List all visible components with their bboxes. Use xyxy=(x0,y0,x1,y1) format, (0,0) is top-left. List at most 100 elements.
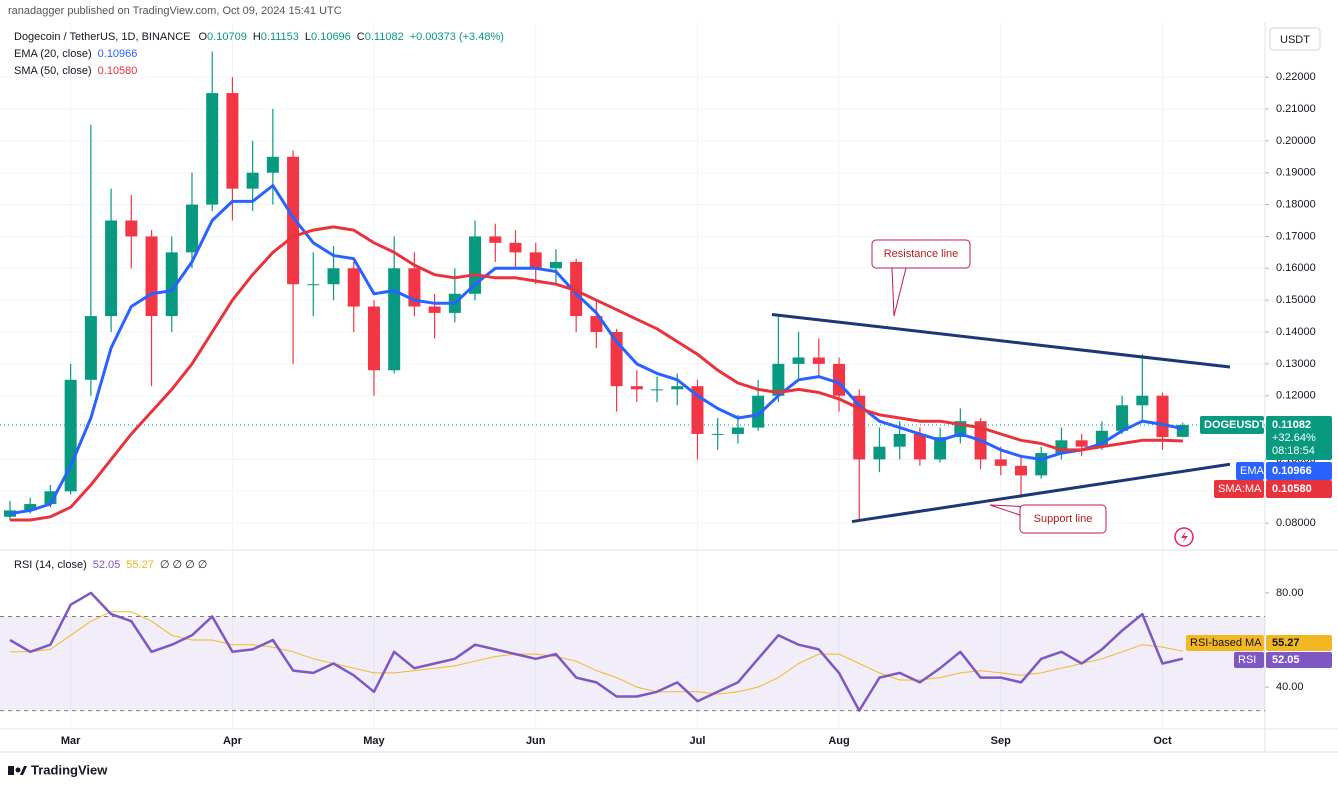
currency-button[interactable] xyxy=(1269,27,1321,51)
candle-body xyxy=(367,306,380,371)
series-tag: RSI-based MA xyxy=(1190,637,1262,649)
x-tick-label: Oct xyxy=(1153,735,1172,747)
candle-body xyxy=(873,446,886,460)
legend-row: EMA (20, close) 0.10966 xyxy=(14,48,137,60)
candle-body xyxy=(651,389,664,391)
legend-title: RSI (14, close) xyxy=(14,559,87,571)
x-tick-label: Jul xyxy=(690,735,706,747)
candle-body xyxy=(1136,395,1149,406)
legend-value: 55.27 xyxy=(126,559,154,571)
ohlc-label: L xyxy=(305,31,311,43)
series-tag-bg xyxy=(1234,652,1264,668)
price-tag: 0.11082 xyxy=(1272,419,1311,431)
y-tick-label: 0.19000 xyxy=(1276,167,1316,179)
y-tick-label: 0.14000 xyxy=(1276,326,1316,338)
candle-body xyxy=(590,316,603,333)
ohlc-value: 0.11082 xyxy=(365,31,404,43)
series-value-tag: 0.10580 xyxy=(1272,483,1312,495)
countdown-tag: 08:18:54 xyxy=(1272,445,1315,457)
series-tag-bg xyxy=(1186,635,1264,651)
ohlc-label: O xyxy=(198,31,207,43)
y-tick-label: 0.12000 xyxy=(1276,390,1316,402)
ohlc-value: 0.10696 xyxy=(311,31,351,43)
candle-body xyxy=(913,433,926,460)
candle-body xyxy=(934,437,947,460)
candle-body xyxy=(489,236,502,243)
candle-body xyxy=(165,252,178,317)
candle-body xyxy=(185,204,198,253)
series-tag-bg xyxy=(1236,462,1264,480)
series-line xyxy=(9,591,1184,712)
y-tick-label: 40.00 xyxy=(1276,681,1304,693)
candle-body xyxy=(549,261,562,269)
candle-body xyxy=(731,427,744,434)
x-tick-label: May xyxy=(363,735,385,747)
series-value-tag-bg xyxy=(1266,480,1332,498)
candle-body xyxy=(1035,453,1048,476)
series-tag: SMA:MA xyxy=(1218,483,1262,495)
candle-body xyxy=(529,252,542,269)
candle-body xyxy=(833,363,846,396)
candle-body xyxy=(105,220,118,317)
symbol-tag-bg xyxy=(1200,415,1264,434)
candle-body xyxy=(266,156,279,173)
y-tick-label: 0.17000 xyxy=(1276,230,1316,242)
ohlc-value: 0.10709 xyxy=(207,31,247,43)
candle-body xyxy=(428,306,441,313)
ohlc-label: H xyxy=(253,31,261,43)
candle-body xyxy=(630,386,643,390)
candle-body xyxy=(24,504,37,511)
series-tag: RSI xyxy=(1238,654,1256,666)
candle-body xyxy=(347,268,360,307)
series-tag: EMA xyxy=(1240,465,1265,477)
price-tag-bg xyxy=(1266,415,1332,460)
candle-body xyxy=(246,172,259,189)
candle-body xyxy=(64,379,77,492)
candle-body xyxy=(853,395,866,460)
change-label: +0.00373 (+3.48%) xyxy=(410,31,504,43)
candle-body xyxy=(772,363,785,396)
x-tick-label: Apr xyxy=(223,735,243,747)
candle-body xyxy=(226,93,239,189)
y-tick-label: 0.08000 xyxy=(1276,517,1316,529)
x-tick-label: Jun xyxy=(526,735,546,747)
candle-body xyxy=(509,242,522,253)
alert-icon[interactable] xyxy=(1174,527,1194,547)
legend-extra: ∅ ∅ ∅ ∅ xyxy=(160,559,208,571)
candle-body xyxy=(206,93,219,205)
candle-body xyxy=(287,156,300,285)
series-line xyxy=(9,184,1184,516)
series-line xyxy=(10,611,1183,695)
candle-body xyxy=(1116,405,1129,431)
candle-body xyxy=(812,357,825,364)
legend-value: 0.10580 xyxy=(98,65,138,77)
callout-text: Resistance line xyxy=(884,248,959,260)
candle-body xyxy=(671,386,684,390)
currency-label[interactable]: USDT xyxy=(1280,34,1310,46)
y-tick-label: 0.15000 xyxy=(1276,294,1316,306)
legend-value: 52.05 xyxy=(93,559,121,571)
legend-name: SMA (50, close) xyxy=(14,65,92,77)
y-tick-label: 80.00 xyxy=(1276,587,1304,599)
series-value-tag-bg xyxy=(1266,635,1332,651)
candle-body xyxy=(792,357,805,364)
rsi-band xyxy=(0,616,1265,711)
candle-body xyxy=(570,261,583,317)
callout-box xyxy=(871,239,971,269)
candle-body xyxy=(125,220,138,237)
rsi-legend: RSI (14, close) 52.05 55.27 ∅ ∅ ∅ ∅ xyxy=(14,559,207,571)
change-pct-tag: +32.64% xyxy=(1272,432,1316,444)
candle-body xyxy=(752,395,765,428)
candle-body xyxy=(1015,465,1027,476)
candle-body xyxy=(388,268,401,371)
series-value-tag-bg xyxy=(1266,462,1332,480)
trend-line xyxy=(851,462,1231,524)
symbol-tag: DOGEUSDT xyxy=(1204,419,1267,431)
candle-body xyxy=(408,268,421,307)
candle-body xyxy=(307,284,320,286)
y-tick-label: 0.18000 xyxy=(1276,198,1316,210)
y-tick-label: 0.16000 xyxy=(1276,262,1316,274)
candle-body xyxy=(145,236,158,317)
